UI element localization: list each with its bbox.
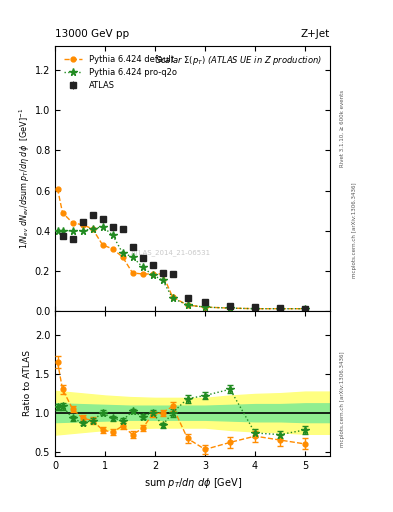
Pythia 6.424 default xyxy=(203,304,208,310)
Pythia 6.424 pro-q2o xyxy=(185,302,190,308)
Pythia 6.424 pro-q2o xyxy=(203,304,208,310)
Pythia 6.424 pro-q2o xyxy=(160,277,165,283)
Pythia 6.424 pro-q2o xyxy=(150,272,155,278)
Pythia 6.424 pro-q2o xyxy=(60,228,65,234)
Y-axis label: Ratio to ATLAS: Ratio to ATLAS xyxy=(23,350,32,416)
Text: Rivet 3.1.10, ≥ 600k events: Rivet 3.1.10, ≥ 600k events xyxy=(340,90,345,166)
Text: Z+Jet: Z+Jet xyxy=(301,29,330,39)
Pythia 6.424 pro-q2o xyxy=(140,264,145,270)
Text: ATLAS_2014_21-06531: ATLAS_2014_21-06531 xyxy=(130,249,211,256)
Text: 13000 GeV pp: 13000 GeV pp xyxy=(55,29,129,39)
Pythia 6.424 default xyxy=(160,271,165,277)
Pythia 6.424 pro-q2o xyxy=(55,228,60,234)
Pythia 6.424 default xyxy=(150,271,155,277)
Pythia 6.424 default xyxy=(80,222,85,228)
Pythia 6.424 pro-q2o xyxy=(228,305,232,311)
Pythia 6.424 default xyxy=(253,306,257,312)
Pythia 6.424 default xyxy=(140,271,145,277)
Pythia 6.424 pro-q2o xyxy=(130,254,135,260)
Pythia 6.424 default xyxy=(170,294,175,300)
X-axis label: sum $p_T/d\eta\ d\phi$ [GeV]: sum $p_T/d\eta\ d\phi$ [GeV] xyxy=(143,476,242,490)
Pythia 6.424 pro-q2o xyxy=(80,228,85,234)
Line: Pythia 6.424 pro-q2o: Pythia 6.424 pro-q2o xyxy=(54,223,309,312)
Pythia 6.424 pro-q2o xyxy=(100,224,105,230)
Text: Scalar $\Sigma(p_T)$ (ATLAS UE in Z production): Scalar $\Sigma(p_T)$ (ATLAS UE in Z prod… xyxy=(155,54,322,67)
Pythia 6.424 pro-q2o xyxy=(70,228,75,234)
Y-axis label: $1/N_{ev}\ dN_{ev}/d$sum $p_T/d\eta\ d\phi\ \ [\mathrm{GeV}]^{-1}$: $1/N_{ev}\ dN_{ev}/d$sum $p_T/d\eta\ d\p… xyxy=(18,108,32,249)
Pythia 6.424 default xyxy=(185,302,190,308)
Pythia 6.424 default xyxy=(100,242,105,248)
Pythia 6.424 default xyxy=(60,209,65,216)
Text: mcplots.cern.ch [arXiv:1306.3436]: mcplots.cern.ch [arXiv:1306.3436] xyxy=(340,352,345,447)
Pythia 6.424 default xyxy=(70,220,75,226)
Pythia 6.424 pro-q2o xyxy=(253,306,257,312)
Text: mcplots.cern.ch [arXiv:1306.3436]: mcplots.cern.ch [arXiv:1306.3436] xyxy=(352,183,357,278)
Pythia 6.424 default xyxy=(110,246,115,252)
Legend: Pythia 6.424 default, Pythia 6.424 pro-q2o, ATLAS: Pythia 6.424 default, Pythia 6.424 pro-q… xyxy=(61,51,180,93)
Pythia 6.424 default xyxy=(120,254,125,260)
Pythia 6.424 pro-q2o xyxy=(90,226,95,232)
Pythia 6.424 pro-q2o xyxy=(170,295,175,301)
Pythia 6.424 default xyxy=(228,305,232,311)
Pythia 6.424 default xyxy=(55,185,60,191)
Pythia 6.424 default xyxy=(130,270,135,276)
Line: Pythia 6.424 default: Pythia 6.424 default xyxy=(55,186,308,311)
Pythia 6.424 pro-q2o xyxy=(303,306,307,312)
Pythia 6.424 pro-q2o xyxy=(120,250,125,256)
Pythia 6.424 default xyxy=(278,306,283,312)
Pythia 6.424 default xyxy=(90,226,95,232)
Pythia 6.424 pro-q2o xyxy=(110,232,115,238)
Pythia 6.424 pro-q2o xyxy=(278,306,283,312)
Pythia 6.424 default xyxy=(303,306,307,312)
